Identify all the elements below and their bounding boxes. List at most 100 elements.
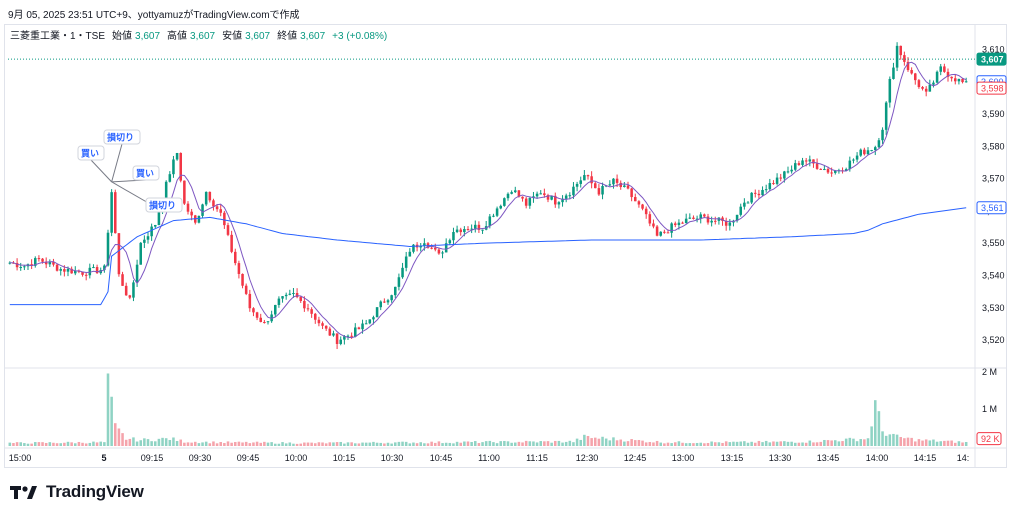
volume-bar	[750, 441, 753, 446]
time-tick-label: 11:15	[526, 453, 548, 463]
annotation-label: 買い	[136, 169, 154, 180]
annotation-box	[77, 145, 105, 161]
volume-bar	[681, 442, 684, 446]
volume-bar	[764, 440, 768, 446]
volume-bar	[77, 441, 81, 446]
volume-marker-label: 92 K	[981, 434, 1000, 444]
volume-bar	[426, 443, 430, 446]
volume-bar	[34, 442, 37, 446]
volume-bar	[230, 442, 233, 446]
candle-body	[259, 317, 262, 323]
chart-caption: 9月 05, 2025 23:51 UTC+9、yottyamuzがTradin…	[8, 10, 300, 21]
volume-bar	[179, 439, 182, 446]
volume-bar	[186, 442, 190, 446]
candle-body	[430, 247, 433, 249]
volume-bar	[394, 442, 397, 446]
candle-body	[106, 232, 110, 266]
candle-body	[594, 183, 597, 189]
volume-bar	[888, 434, 892, 446]
volume-bar	[630, 439, 633, 446]
candle-body	[146, 236, 150, 240]
candle-body	[201, 204, 204, 216]
candle-body	[495, 208, 499, 216]
candle-body	[564, 195, 568, 199]
candle-body	[848, 160, 852, 170]
time-tick-label: 09:15	[141, 453, 164, 463]
volume-bar	[212, 441, 215, 446]
volume-bar	[903, 438, 906, 446]
annotation-pointer	[111, 143, 123, 182]
price-marker-box	[976, 52, 1007, 66]
volume-bar	[634, 440, 637, 446]
candle-body	[306, 308, 310, 310]
volume-bar	[899, 437, 902, 446]
candle-body	[488, 216, 492, 227]
candle-body	[74, 270, 77, 274]
volume-bar	[699, 442, 702, 446]
price-tick-label: 3,530	[982, 303, 1005, 313]
candle-body	[121, 274, 124, 286]
volume-bar	[775, 441, 779, 446]
candle-body	[750, 192, 753, 203]
candle-body	[517, 190, 521, 197]
volume-bar	[539, 441, 542, 446]
candle-body	[619, 182, 622, 188]
symbol-name[interactable]: 三菱重工業・1・TSE	[10, 31, 106, 42]
volume-bar	[234, 442, 237, 446]
volume-bar	[139, 440, 142, 446]
volume-bar	[30, 443, 33, 446]
volume-bar	[597, 438, 601, 446]
candle-body	[819, 168, 822, 170]
candles-group	[8, 42, 968, 350]
candle-body	[434, 247, 437, 250]
candle-body	[241, 273, 244, 286]
volume-bar	[23, 443, 26, 446]
candle-body	[437, 249, 441, 254]
price-marker-label: 3,561	[981, 203, 1004, 213]
volume-bar	[415, 443, 419, 446]
candle-body	[754, 192, 757, 194]
volume-bar	[517, 441, 521, 446]
volume-bar	[481, 442, 484, 446]
volume-bar	[66, 441, 70, 446]
volume-bar	[408, 443, 412, 446]
volume-bar	[623, 441, 626, 446]
trade-annotation: 買い	[111, 165, 160, 183]
volume-bar	[608, 440, 612, 446]
volume-bar	[859, 439, 862, 446]
volume-bar	[52, 442, 55, 446]
low-value: 3,607	[245, 31, 271, 42]
candle-body	[503, 198, 506, 206]
volume-bar	[946, 440, 950, 446]
candle-body	[226, 225, 230, 235]
candle-body	[688, 217, 692, 219]
candle-body	[274, 304, 277, 315]
volume-bar	[219, 441, 222, 446]
volume-bar	[419, 442, 422, 446]
volume-bar	[332, 442, 335, 446]
time-tick-label: 14:15	[914, 453, 937, 463]
candle-body	[455, 229, 459, 233]
candle-body	[746, 202, 750, 204]
volume-bar	[786, 441, 790, 446]
volume-bar	[917, 439, 921, 446]
volume-bar	[543, 441, 546, 446]
volume-bar	[117, 428, 121, 446]
candle-body	[357, 327, 361, 330]
volume-bar	[364, 442, 368, 446]
volume-bar	[619, 439, 622, 446]
volume-bar	[568, 440, 572, 446]
volume-bar	[790, 441, 793, 446]
annotation-box	[103, 129, 141, 145]
volume-bar	[372, 441, 375, 446]
annotation-label: 買い	[81, 149, 99, 160]
candle-body	[870, 150, 873, 152]
annotation-box	[145, 197, 183, 213]
candle-body	[655, 226, 659, 236]
candle-body	[663, 231, 666, 233]
candle-body	[401, 267, 404, 278]
volume-bar	[44, 442, 48, 446]
candle-body	[804, 160, 808, 162]
candle-body	[612, 178, 615, 185]
